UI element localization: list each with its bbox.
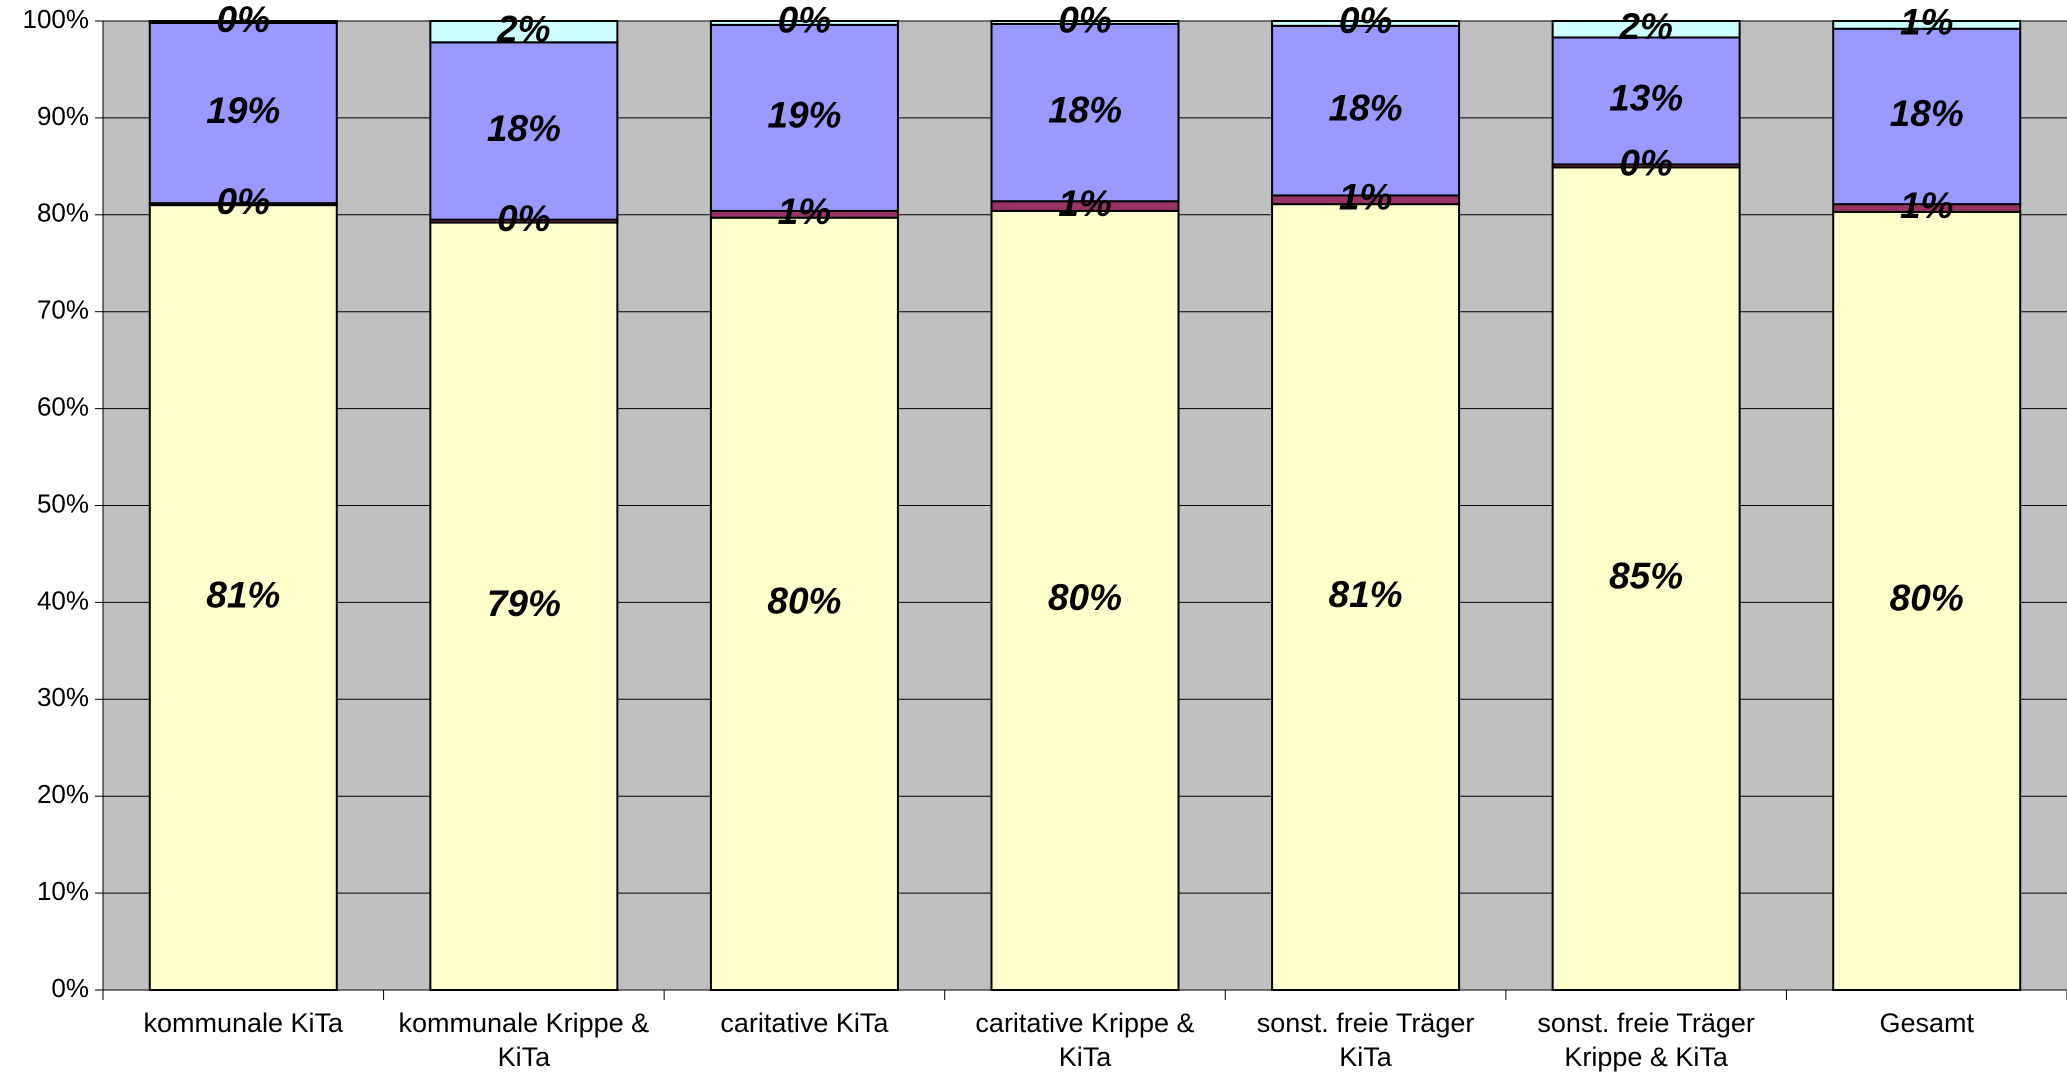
y-tick-label: 0% [51, 973, 89, 1003]
bar-segment [709, 216, 899, 992]
x-tick-label: Gesamt [1879, 1008, 1974, 1038]
y-tick-label: 90% [37, 101, 89, 131]
y-tick-label: 80% [37, 198, 89, 228]
data-label: 0% [778, 0, 831, 41]
y-tick-label: 30% [37, 682, 89, 712]
bar-segment [429, 20, 619, 44]
data-label: 80% [1048, 577, 1122, 618]
data-label: 0% [217, 181, 270, 222]
data-label: 2% [1618, 6, 1672, 47]
x-tick-label: sonst. freie Träger Krippe & KiTa [1537, 1008, 1755, 1072]
y-tick-label: 20% [37, 779, 89, 809]
data-label: 0% [217, 0, 270, 40]
data-label: 19% [767, 95, 841, 136]
x-tick-label: kommunale KiTa [143, 1008, 344, 1038]
data-label: 80% [767, 581, 841, 622]
data-label: 81% [206, 574, 280, 615]
y-tick-label: 100% [23, 4, 90, 34]
data-label: 1% [1339, 177, 1392, 218]
data-label: 1% [1900, 2, 1953, 43]
data-label: 0% [1339, 0, 1392, 41]
bar-segment [1271, 24, 1461, 197]
bar-segment [148, 21, 338, 205]
bar-segment [148, 20, 338, 24]
bar-segment [429, 221, 619, 991]
x-tick-label: caritative KiTa [720, 1008, 889, 1038]
data-label: 2% [496, 8, 550, 49]
y-tick-label: 70% [37, 295, 89, 325]
data-label: 18% [487, 108, 561, 149]
bar-segment [1271, 203, 1461, 992]
data-label: 1% [778, 191, 831, 232]
data-label: 0% [497, 198, 550, 239]
y-tick-label: 10% [37, 876, 89, 906]
bar-segment [1551, 20, 1741, 39]
y-tick-label: 60% [37, 391, 89, 421]
data-label: 18% [1890, 93, 1964, 134]
data-label: 18% [1048, 89, 1122, 130]
data-label: 1% [1058, 183, 1111, 224]
y-tick-label: 50% [37, 488, 89, 518]
data-label: 81% [1329, 574, 1403, 615]
data-label: 19% [206, 90, 280, 131]
bar-segment [990, 20, 1180, 25]
y-tick-label: 40% [37, 585, 89, 615]
x-tick-label: kommunale Krippe & KiTa [398, 1008, 650, 1072]
data-label: 0% [1619, 143, 1672, 184]
data-label: 85% [1609, 555, 1683, 596]
bar-segment [1551, 36, 1741, 166]
bar-segment [1832, 27, 2022, 206]
bar-segment [990, 209, 1180, 991]
x-tick-label: sonst. freie Träger KiTa [1256, 1008, 1475, 1072]
bar-segment [1832, 210, 2022, 991]
bar-segment [1271, 20, 1461, 27]
data-label: 0% [1058, 0, 1111, 40]
data-label: 80% [1890, 578, 1964, 619]
bar-segment [1832, 20, 2022, 30]
data-label: 79% [487, 583, 561, 624]
bar-segment [709, 23, 899, 212]
bar-segment [990, 22, 1180, 203]
data-label: 1% [1900, 185, 1953, 226]
x-tick-label: caritative Krippe & KiTa [975, 1008, 1195, 1072]
bar-segment [709, 20, 899, 26]
data-label: 13% [1609, 78, 1683, 119]
bar-segment [429, 41, 619, 221]
bar-segment [1551, 166, 1741, 992]
data-label: 18% [1329, 87, 1403, 128]
